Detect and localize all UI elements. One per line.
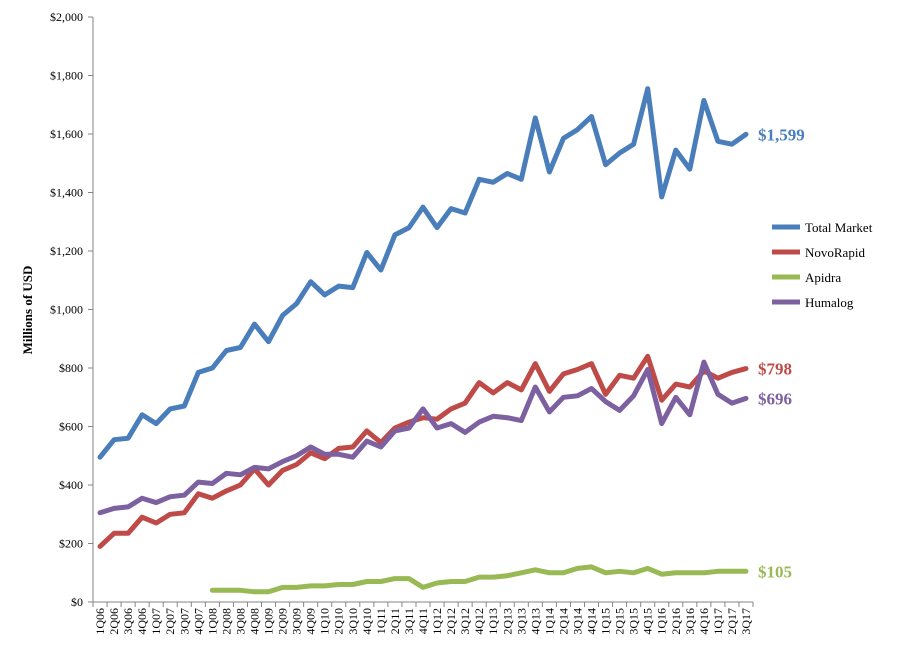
x-tick-label: 4Q10	[360, 608, 374, 635]
x-tick-label: 2Q15	[613, 608, 627, 635]
x-tick-label: 4Q16	[697, 608, 711, 635]
x-tick-label: 3Q13	[514, 608, 528, 635]
x-tick-label: 1Q12	[430, 608, 444, 635]
series-line-apidra	[209, 564, 749, 595]
x-tick-label: 1Q11	[374, 608, 388, 634]
x-tick-label: 1Q10	[318, 608, 332, 635]
x-tick-label: 4Q15	[641, 608, 655, 635]
y-axis-title: Millions of USD	[20, 266, 35, 355]
x-tick-label: 3Q17	[739, 608, 753, 635]
x-tick-label: 2Q10	[332, 608, 346, 635]
x-tick-label: 3Q07	[177, 608, 191, 635]
x-tick-label: 2Q07	[163, 608, 177, 635]
y-tick-label: $1,800	[50, 69, 83, 83]
x-tick-label: 4Q09	[304, 608, 318, 635]
x-tick-label: 4Q12	[472, 608, 486, 635]
x-tick-label: 1Q15	[599, 608, 613, 635]
x-tick-label: 1Q17	[711, 608, 725, 635]
end-labels: $1,599 $798 $105 $696	[758, 125, 805, 581]
x-tick-label: 3Q14	[570, 608, 584, 635]
x-tick-label: 2Q11	[388, 608, 402, 634]
end-label-total-market: $1,599	[758, 125, 805, 144]
series-line-total-market	[97, 86, 749, 460]
legend: Total Market NovoRapid Apidra Humalog	[772, 220, 873, 310]
x-tick-label: 2Q14	[556, 608, 570, 635]
plot-area: $0 $200 $400 $600 $800 $1,000 $1,200 $1,400 $1,6…	[50, 10, 805, 635]
legend-label-novorapid: NovoRapid	[805, 245, 865, 260]
y-tick-label: $2,000	[50, 10, 83, 24]
x-tick-label: 2Q16	[669, 608, 683, 635]
x-tick-label: 4Q14	[585, 608, 599, 635]
end-label-apidra: $105	[758, 562, 792, 581]
x-tick-label: 1Q08	[205, 608, 219, 635]
x-tick-label: 3Q10	[346, 608, 360, 635]
x-tick-label: 3Q06	[121, 608, 135, 635]
legend-label-total-market: Total Market	[805, 220, 873, 235]
x-tick-label: 4Q13	[528, 608, 542, 635]
x-tick-label: 1Q14	[542, 608, 556, 635]
x-tick-label: 2Q09	[276, 608, 290, 635]
x-tick-label: 4Q06	[135, 608, 149, 635]
y-tick-label: $1,000	[50, 303, 83, 317]
x-tick-label: 2Q08	[219, 608, 233, 635]
legend-label-humalog: Humalog	[805, 295, 854, 310]
y-tick-label: $600	[59, 420, 83, 434]
y-tick-label: $0	[71, 595, 83, 609]
series-line-humalog	[97, 359, 749, 516]
x-axis-ticks: 1Q06 2Q06 3Q06 4Q06 1Q07 2Q07 3Q07 4Q07 1Q08 2Q08…	[92, 602, 754, 635]
y-tick-label: $1,600	[50, 127, 83, 141]
x-tick-label: 3Q09	[290, 608, 304, 635]
x-tick-label: 3Q08	[233, 608, 247, 635]
x-tick-label: 1Q16	[655, 608, 669, 635]
y-axis-ticks: $0 $200 $400 $600 $800 $1,000 $1,200 $1,400 $1,6…	[50, 10, 93, 609]
y-tick-label: $200	[59, 537, 83, 551]
x-tick-label: 2Q06	[107, 608, 121, 635]
x-tick-label: 2Q13	[500, 608, 514, 635]
y-tick-label: $1,400	[50, 186, 83, 200]
y-tick-label: $1,200	[50, 244, 83, 258]
x-tick-label: 1Q07	[149, 608, 163, 635]
x-tick-label: 3Q15	[627, 608, 641, 635]
x-tick-label: 4Q08	[247, 608, 261, 635]
x-tick-label: 4Q11	[416, 608, 430, 634]
end-label-novorapid: $798	[758, 360, 792, 379]
x-tick-label: 4Q07	[191, 608, 205, 635]
x-tick-label: 2Q17	[725, 608, 739, 635]
end-label-humalog: $696	[758, 389, 792, 408]
x-tick-label: 1Q06	[93, 608, 107, 635]
x-tick-label: 2Q12	[444, 608, 458, 635]
series-line-novorapid	[97, 353, 749, 549]
legend-label-apidra: Apidra	[805, 270, 841, 285]
y-tick-label: $400	[59, 478, 83, 492]
series-lines	[97, 86, 749, 595]
x-tick-label: 3Q16	[683, 608, 697, 635]
y-tick-label: $800	[59, 361, 83, 375]
x-tick-label: 3Q12	[458, 608, 472, 635]
x-tick-label: 3Q11	[402, 608, 416, 634]
x-tick-label: 1Q13	[486, 608, 500, 635]
x-tick-label: 1Q09	[262, 608, 276, 635]
